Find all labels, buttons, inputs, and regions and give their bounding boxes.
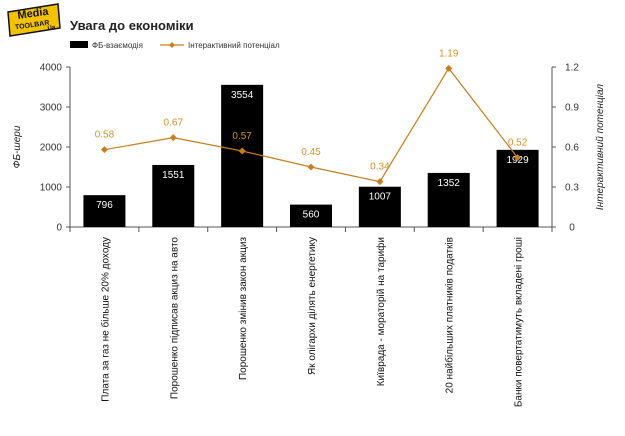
y-axis-title-left: ФБ-шери [12,125,23,168]
bar-value-label: 1007 [369,192,392,203]
line-point [169,134,177,142]
bar [290,204,332,227]
line-value-label: 0.45 [301,147,321,158]
line-value-label: 0.52 [508,138,528,149]
x-category-label: Банки повертатимуть вкладені гроші [514,237,525,407]
x-category-label: Порошенко підписав акциз на авто [169,237,180,400]
y-tick-label-right: 0 [569,223,575,234]
line-value-label: 0.34 [370,162,390,173]
logo-text-media: Media [17,6,50,22]
x-category-label: 20 найбільших платників податків [444,237,456,393]
logo-text-ua: Ua [47,25,56,32]
y-tick-label-right: 0.9 [565,103,579,114]
legend-label-bar: ФБ-взаємодія [92,41,143,50]
line-point [307,163,315,171]
line-value-label: 0.57 [232,131,252,142]
y-tick-label-left: 1000 [40,183,63,194]
bar [152,164,195,227]
line-value-label: 0.58 [95,130,115,141]
bar [83,195,126,227]
line-value-label: 1.19 [439,48,459,59]
y-tick-label-right: 1.2 [565,63,579,74]
bar-value-label: 3554 [231,90,254,101]
y-tick-label-left: 2000 [40,143,63,154]
bar-value-label: 1551 [162,170,185,181]
y-axis-title-right: Інтерактивний потенціал [595,84,606,210]
y-tick-label-right: 0.6 [565,143,579,154]
x-category-label: Як олігархи ділять енергетику [307,237,318,375]
logo-text-toolbar: TOOLBAR [15,20,50,32]
bar [427,172,470,227]
legend-label-line: Інтерактивний потенціал [188,41,280,50]
line-point [376,178,384,186]
y-tick-label-left: 0 [56,223,62,234]
line-point [514,154,522,162]
line-point [100,146,108,154]
bar [496,149,539,227]
y-tick-label-left: 4000 [40,63,63,74]
bar [221,84,264,227]
x-category-label: Плата за газ не більше 20% доходу [99,237,111,402]
bar [358,186,401,227]
y-tick-label-right: 0.3 [565,183,579,194]
bar-value-label: 796 [96,200,113,211]
x-category-label: Порошенко змінив закон акциз [238,237,249,380]
y-tick-label-left: 3000 [40,103,63,114]
line-point [238,147,246,155]
media-toolbar-logo: Media TOOLBAR Ua [7,3,61,37]
legend-marker-line [169,42,175,48]
bar-value-label: 560 [303,210,320,221]
line-point [445,64,453,72]
legend-swatch-bar [70,41,88,48]
x-category-label: Київрада - мораторій на тарифи [375,237,387,386]
bar-value-label: 1352 [438,178,461,189]
chart-title: Увага до економіки [70,18,194,33]
line-value-label: 0.67 [164,118,184,129]
